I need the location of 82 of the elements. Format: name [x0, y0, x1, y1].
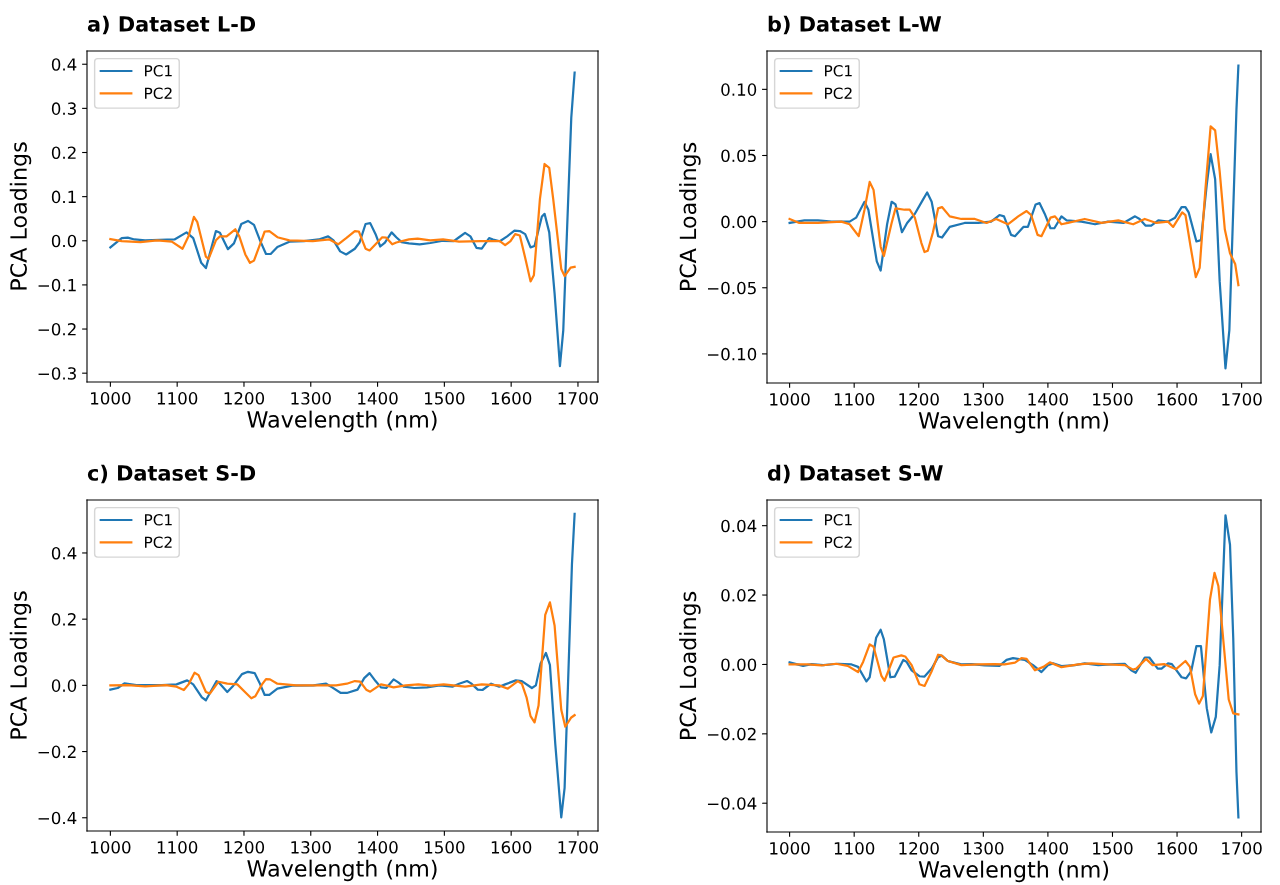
legend-label: PC1 [825, 514, 852, 526]
x-tick-label: 1100 [157, 841, 198, 854]
x-tick-label: 1600 [1157, 393, 1198, 406]
x-tick-label: 1400 [358, 841, 398, 854]
legend-label: PC2 [825, 536, 852, 548]
chart-title: c) Dataset S-D [87, 464, 256, 484]
y-tick-label: 0.04 [721, 519, 757, 533]
x-tick-label: 1200 [224, 841, 265, 854]
line-series [788, 571, 1240, 716]
x-axis-title: Wavelength (nm) [918, 411, 1109, 434]
line-series [109, 601, 576, 728]
y-tick-label: 0.2 [51, 613, 76, 626]
y-axis-title: PCA Loadings [9, 591, 32, 739]
y-tick-label: 0.4 [51, 58, 77, 71]
y-tick-label: −0.2 [38, 323, 76, 336]
x-tick-label: 1300 [963, 393, 1004, 406]
y-tick-label: −0.2 [38, 745, 76, 759]
x-tick-label: 1700 [1222, 393, 1262, 406]
chart-title: d) Dataset S-W [767, 464, 943, 484]
x-tick-label: 1100 [157, 392, 198, 405]
x-tick-label: 1300 [963, 842, 1004, 855]
x-tick-label: 1000 [770, 393, 810, 406]
x-tick-label: 1700 [558, 392, 599, 405]
x-tick-label: 1000 [91, 841, 131, 854]
legend-label: PC1 [825, 65, 852, 77]
line-series [788, 64, 1240, 370]
legend-label: PC2 [145, 536, 172, 548]
line-series [788, 514, 1240, 819]
x-tick-label: 1400 [1028, 393, 1068, 406]
y-tick-label: 0.05 [721, 149, 756, 163]
y-tick-label: 0.4 [51, 546, 77, 560]
chart-title: a) Dataset L-D [87, 15, 256, 35]
x-tick-label: 1200 [224, 392, 265, 405]
x-tick-label: 1500 [424, 841, 465, 854]
y-tick-label: 0.0 [51, 234, 77, 248]
x-tick-label: 1500 [1093, 842, 1133, 855]
y-axis-title: PCA Loadings [679, 591, 701, 740]
x-tick-label: 1000 [91, 392, 131, 405]
y-tick-label: −0.10 [707, 347, 757, 361]
x-axis-title: Wavelength (nm) [918, 860, 1109, 883]
y-tick-label: −0.02 [707, 727, 756, 741]
x-tick-label: 1500 [424, 392, 465, 405]
chart-title: b) Dataset L-W [768, 15, 942, 35]
x-tick-label: 1100 [834, 842, 875, 855]
y-tick-label: 0.0 [51, 679, 77, 692]
y-tick-label: 0.10 [721, 83, 757, 96]
y-tick-label: −0.3 [38, 367, 76, 380]
x-tick-label: 1400 [1028, 842, 1068, 855]
y-tick-label: 0.2 [51, 146, 76, 160]
y-tick-label: 0.00 [721, 658, 757, 672]
x-tick-label: 1200 [899, 842, 939, 855]
x-tick-label: 1300 [291, 392, 331, 405]
x-tick-label: 1600 [491, 392, 532, 405]
line-series [788, 125, 1240, 287]
y-tick-label: 0.02 [721, 589, 756, 602]
x-tick-label: 1400 [358, 392, 398, 405]
line-series [109, 162, 576, 283]
x-tick-label: 1600 [1157, 842, 1198, 855]
y-tick-label: −0.4 [38, 811, 77, 825]
x-tick-label: 1100 [834, 393, 875, 406]
legend-label: PC1 [145, 514, 172, 526]
x-tick-label: 1500 [1093, 393, 1133, 406]
y-tick-label: 0.1 [51, 190, 76, 204]
legend-label: PC2 [145, 87, 172, 99]
y-axis-title: PCA Loadings [679, 142, 701, 291]
y-tick-label: 0.3 [51, 102, 76, 115]
legend-label: PC1 [145, 65, 172, 77]
x-axis-title: Wavelength (nm) [247, 859, 437, 882]
x-tick-label: 1000 [770, 842, 810, 855]
y-tick-label: −0.1 [38, 278, 76, 292]
x-axis-title: Wavelength (nm) [247, 410, 437, 433]
y-tick-label: 0.00 [721, 215, 757, 229]
x-tick-label: 1300 [291, 841, 331, 854]
y-tick-label: −0.05 [707, 281, 756, 295]
y-tick-label: −0.04 [707, 797, 757, 810]
legend-label: PC2 [825, 87, 852, 99]
x-tick-label: 1700 [558, 841, 599, 854]
line-series [109, 512, 576, 819]
x-tick-label: 1200 [899, 393, 939, 406]
y-axis-title: PCA Loadings [9, 142, 32, 290]
x-tick-label: 1600 [491, 841, 532, 854]
x-tick-label: 1700 [1222, 842, 1262, 855]
